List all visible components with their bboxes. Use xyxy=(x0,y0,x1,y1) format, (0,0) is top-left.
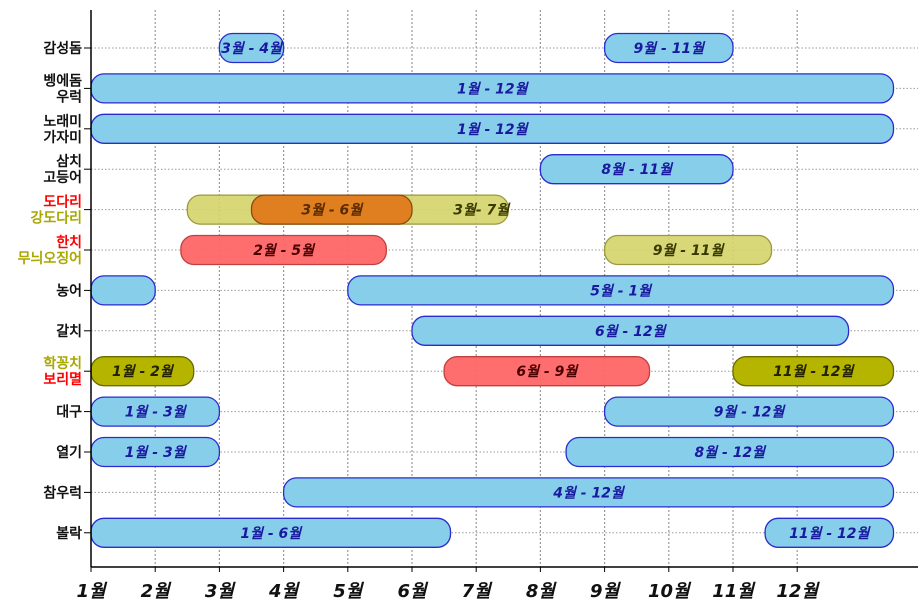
category-label: 삼치 xyxy=(56,154,82,170)
bar-label: 8월 - 11월 xyxy=(601,162,674,178)
season-bar xyxy=(411,315,850,346)
x-tick-label: 4월 xyxy=(268,581,301,602)
season-bar xyxy=(250,194,413,225)
bar-label: 9월 - 11월 xyxy=(653,243,726,259)
category-labels: 감성돔벵에돔우럭노래미가자미삼치고등어도다리강도다리한치무늬오징어농어갈치학꽁치… xyxy=(18,40,83,542)
x-tick-label: 7월 xyxy=(462,581,494,602)
category-label: 참우럭 xyxy=(43,485,82,501)
season-bar xyxy=(764,517,895,548)
x-tick-label: 12월 xyxy=(776,581,820,602)
category-label: 농어 xyxy=(56,282,82,299)
season-bar xyxy=(539,154,734,185)
bar-label: 11월 - 12월 xyxy=(789,526,871,542)
season-bar xyxy=(603,32,734,64)
bar-label: 6월 - 12월 xyxy=(595,324,668,340)
x-tick-label: 10월 xyxy=(648,581,692,602)
category-label: 갈치 xyxy=(56,324,82,340)
category-label: 보리멸 xyxy=(43,372,82,388)
bar-label: 1월 - 12월 xyxy=(457,122,530,138)
category-label: 학꽁치 xyxy=(43,356,82,372)
season-bar xyxy=(603,396,895,427)
axes xyxy=(84,10,918,572)
bars: 3월 - 4월 9월 - 11월 1월 - 12월 1월 - 12월 8월 - 11월 3… xyxy=(90,32,895,548)
bar-label: 1월 - 12월 xyxy=(457,81,530,97)
bar-label: 3월- 7월 xyxy=(453,203,511,219)
x-tick-label: 2월 xyxy=(141,581,173,602)
season-bar xyxy=(90,275,156,306)
bar-label: 11월 - 12월 xyxy=(773,364,855,380)
bar-label: 8월 - 12월 xyxy=(695,445,768,461)
category-label: 노래미 xyxy=(43,114,82,130)
category-label: 볼락 xyxy=(56,526,82,542)
category-label: 대구 xyxy=(56,405,82,421)
x-tick-label: 3월 xyxy=(205,581,237,602)
x-tick-label: 8월 xyxy=(526,581,558,602)
bar-label: 3월 - 4월 xyxy=(221,41,284,57)
category-label: 가자미 xyxy=(43,130,82,146)
bar-label: 1월 - 3월 xyxy=(125,405,188,421)
bar-label: 2월 - 5월 xyxy=(253,243,316,259)
bar-label: 9월 - 11월 xyxy=(634,41,707,57)
category-label: 벵에돔 xyxy=(43,72,82,89)
category-label: 감성돔 xyxy=(43,40,82,57)
season-bar xyxy=(603,234,773,266)
bar-label: 9월 - 12월 xyxy=(714,405,787,421)
category-label: 강도다리 xyxy=(30,210,82,227)
category-label: 우럭 xyxy=(56,89,82,105)
x-tick-label: 6월 xyxy=(397,581,429,602)
bar-label: 1월 - 3월 xyxy=(125,445,188,461)
x-tick-label: 1월 xyxy=(76,581,108,602)
category-label: 한치 xyxy=(56,235,82,251)
x-tick-label: 11월 xyxy=(712,581,756,602)
category-label: 도다리 xyxy=(43,195,82,211)
bar-label: 1월 - 2월 xyxy=(112,364,175,380)
season-bar xyxy=(565,436,895,468)
season-bar xyxy=(732,356,895,387)
bar-label: 3월 - 6월 xyxy=(301,203,364,219)
season-bar xyxy=(218,32,285,64)
bar-label: 4월 - 12월 xyxy=(552,485,626,501)
season-bar xyxy=(282,477,895,508)
season-bar xyxy=(180,234,387,266)
bar-label: 1월 - 6월 xyxy=(240,526,303,542)
category-label: 고등어 xyxy=(43,169,82,186)
x-tick-labels: 1월 2월 3월 4월 5월 6월 7월 8월 9월 10월 11월 12월 xyxy=(76,581,820,602)
bar-label: 6월 - 9월 xyxy=(516,364,579,380)
bar-label: 5월 - 1월 xyxy=(590,283,653,299)
x-tick-label: 5월 xyxy=(333,581,365,602)
x-tick-label: 9월 xyxy=(590,581,622,602)
category-label: 무늬오징어 xyxy=(18,250,82,267)
season-bar xyxy=(443,356,651,387)
category-label: 열기 xyxy=(56,444,82,461)
season-bar xyxy=(347,275,895,306)
